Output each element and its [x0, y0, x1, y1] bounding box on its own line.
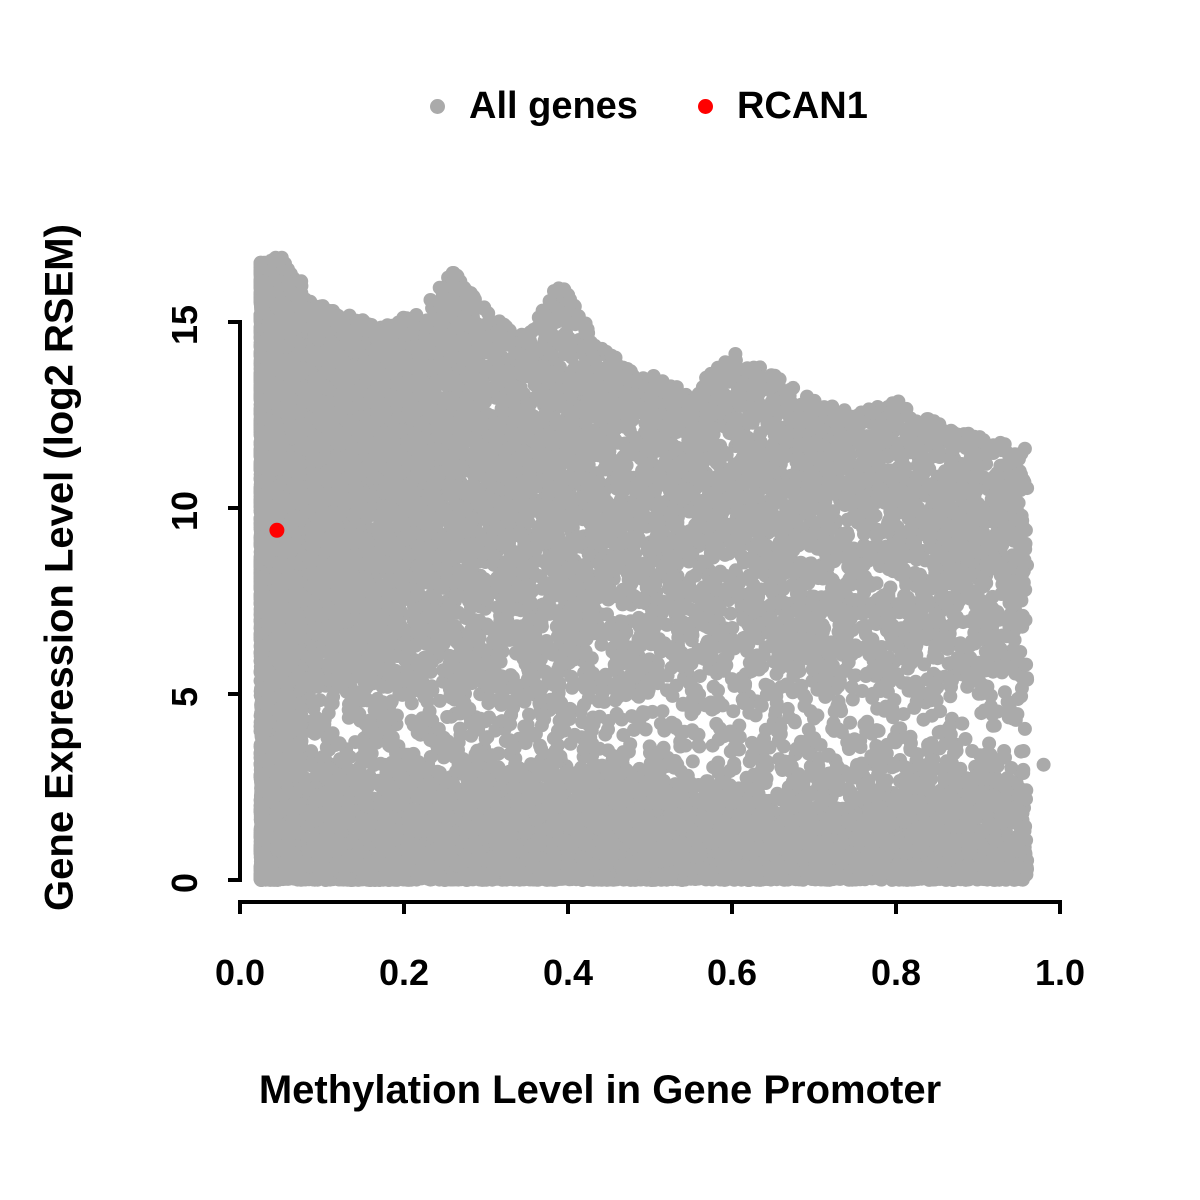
x-tick-label-0: 0.0 — [180, 952, 300, 994]
scatter-point-rcan1 — [269, 522, 285, 538]
x-tick-label-3: 0.6 — [672, 952, 792, 994]
y-axis-title: Gene Expression Level (log2 RSEM) — [38, 158, 83, 978]
x-tick-label-1: 0.2 — [344, 952, 464, 994]
y-tick-label-15: 15 — [164, 290, 206, 360]
legend-label-rcan1: RCAN1 — [737, 85, 868, 128]
x-axis-line — [238, 900, 1062, 914]
y-axis-title-host: Gene Expression Level (log2 RSEM) — [0, 0, 82, 1200]
x-axis-title: Methylation Level in Gene Promoter — [0, 1068, 1200, 1113]
chart-legend: All genes RCAN1 — [0, 78, 1200, 134]
legend-label-all-genes: All genes — [469, 85, 638, 128]
x-tick-label-4: 0.8 — [836, 952, 956, 994]
y-axis-ticks — [228, 506, 240, 696]
legend-marker-rcan1 — [697, 98, 713, 114]
y-tick-label-10: 10 — [164, 476, 206, 546]
legend-marker-all-genes — [430, 98, 445, 114]
y-tick-label-0: 0 — [164, 848, 206, 918]
scatter-points-all-genes — [253, 250, 1051, 887]
x-tick-label-2: 0.4 — [508, 952, 628, 994]
x-axis-ticks — [402, 902, 898, 914]
y-tick-label-5: 5 — [164, 662, 206, 732]
x-tick-label-5: 1.0 — [1000, 952, 1120, 994]
y-axis-line — [228, 320, 242, 882]
